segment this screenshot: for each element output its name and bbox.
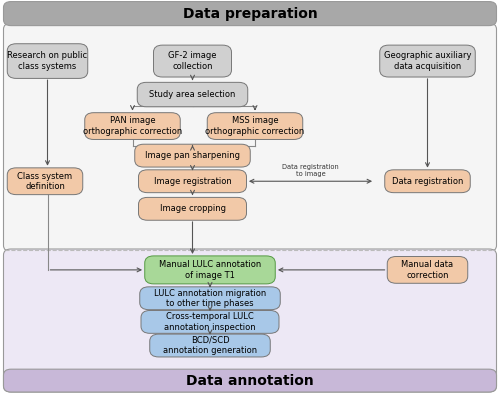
- Text: MSS image
orthographic correction: MSS image orthographic correction: [206, 116, 304, 136]
- Text: BCD/SCD
annotation generation: BCD/SCD annotation generation: [163, 336, 257, 355]
- FancyBboxPatch shape: [8, 168, 83, 195]
- FancyBboxPatch shape: [145, 256, 275, 284]
- Text: Data preparation: Data preparation: [182, 7, 318, 20]
- Text: LULC annotation migration
to other time phases: LULC annotation migration to other time …: [154, 288, 266, 308]
- Text: Image cropping: Image cropping: [160, 204, 226, 213]
- FancyBboxPatch shape: [4, 2, 496, 26]
- Text: Study area selection: Study area selection: [150, 90, 236, 99]
- Text: PAN image
orthographic correction: PAN image orthographic correction: [83, 116, 182, 136]
- FancyBboxPatch shape: [387, 256, 468, 283]
- FancyBboxPatch shape: [4, 369, 496, 392]
- FancyBboxPatch shape: [154, 45, 232, 77]
- Text: Image registration: Image registration: [154, 177, 232, 186]
- FancyBboxPatch shape: [85, 113, 180, 139]
- FancyBboxPatch shape: [208, 113, 302, 139]
- FancyBboxPatch shape: [140, 287, 280, 310]
- FancyBboxPatch shape: [141, 310, 279, 333]
- FancyBboxPatch shape: [150, 334, 270, 357]
- FancyBboxPatch shape: [138, 197, 246, 220]
- FancyBboxPatch shape: [4, 249, 496, 392]
- Text: Data annotation: Data annotation: [186, 374, 314, 388]
- FancyBboxPatch shape: [385, 170, 470, 193]
- FancyBboxPatch shape: [8, 44, 88, 78]
- Text: Class system
definition: Class system definition: [18, 171, 72, 191]
- FancyBboxPatch shape: [135, 144, 250, 167]
- Text: Image pan sharpening: Image pan sharpening: [145, 151, 240, 160]
- Text: Geographic auxiliary
data acquisition: Geographic auxiliary data acquisition: [384, 51, 471, 71]
- FancyBboxPatch shape: [380, 45, 475, 77]
- FancyBboxPatch shape: [138, 170, 246, 193]
- Text: Manual LULC annotation
of image T1: Manual LULC annotation of image T1: [159, 260, 261, 280]
- FancyBboxPatch shape: [137, 82, 248, 107]
- Text: Cross-temporal LULC
annotation inspection: Cross-temporal LULC annotation inspectio…: [164, 312, 256, 332]
- Text: Manual data
correction: Manual data correction: [402, 260, 454, 280]
- Text: GF-2 image
collection: GF-2 image collection: [168, 51, 217, 71]
- FancyBboxPatch shape: [4, 23, 496, 251]
- Text: Research on public
class systems: Research on public class systems: [8, 51, 87, 71]
- Text: Data registration
to image: Data registration to image: [282, 164, 339, 177]
- Text: Data registration: Data registration: [392, 177, 463, 186]
